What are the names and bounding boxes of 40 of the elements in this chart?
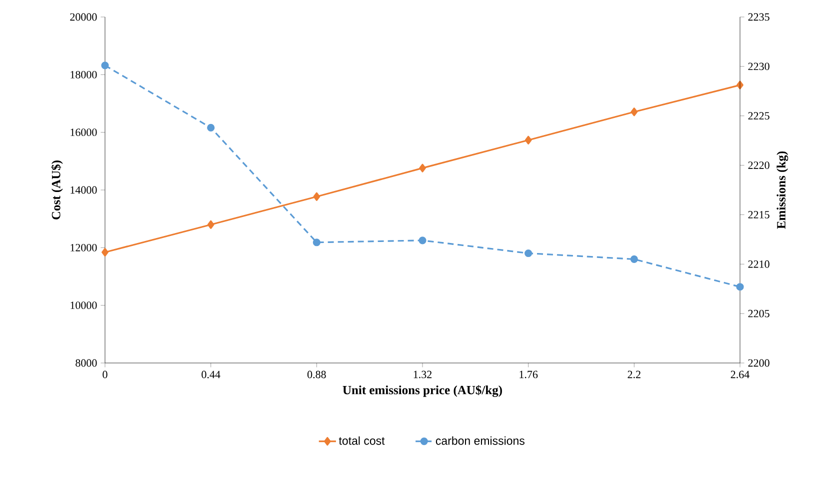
y-tick-label: 16000 <box>70 128 97 136</box>
y-tick-label: 8000 <box>76 359 97 367</box>
y2-tick-label: 2200 <box>748 359 770 367</box>
legend-label: total cost <box>338 436 385 445</box>
y2-axis-title: Emissions (kg) <box>776 151 788 229</box>
legend-label: carbon emissions <box>436 436 524 445</box>
y-axis-title: Cost (AU$) <box>51 160 63 220</box>
x-axis-title: Unit emissions price (AU$/kg) <box>342 385 502 397</box>
x-tick-label: 1.76 <box>520 370 538 378</box>
x-tick-label: 0.88 <box>307 370 326 378</box>
point <box>207 220 214 229</box>
y2-tick-label: 2210 <box>748 260 770 268</box>
y2-tick-label: 2230 <box>748 62 770 70</box>
point <box>313 192 320 201</box>
y2-tick-label: 2205 <box>748 310 770 318</box>
x-tick-label: 2.64 <box>730 370 750 378</box>
y2-tick-label: 2225 <box>748 112 770 120</box>
point <box>312 238 320 246</box>
point <box>736 283 744 291</box>
y-tick-label: 12000 <box>70 244 97 252</box>
point <box>102 248 108 257</box>
y-tick-label: 10000 <box>70 302 97 310</box>
point <box>524 249 532 258</box>
y2-tick-label: 2235 <box>748 13 770 21</box>
point <box>418 236 426 244</box>
y2-tick-label: 2215 <box>748 211 770 218</box>
x-tick-label: 0.44 <box>202 370 220 378</box>
x-tick-label: 2.2 <box>628 370 640 378</box>
point <box>207 124 215 132</box>
point <box>630 255 638 263</box>
y-tick-label: 14000 <box>70 186 97 194</box>
y-tick-label: 18000 <box>70 70 97 78</box>
y-tick-label: 20000 <box>70 13 97 21</box>
x-tick-label: 1.32 <box>414 370 432 378</box>
point <box>630 108 638 116</box>
point <box>101 62 109 70</box>
point <box>419 164 426 172</box>
x-tick-label: 0 <box>102 370 108 378</box>
y2-tick-label: 2220 <box>748 162 770 169</box>
point <box>524 136 532 144</box>
